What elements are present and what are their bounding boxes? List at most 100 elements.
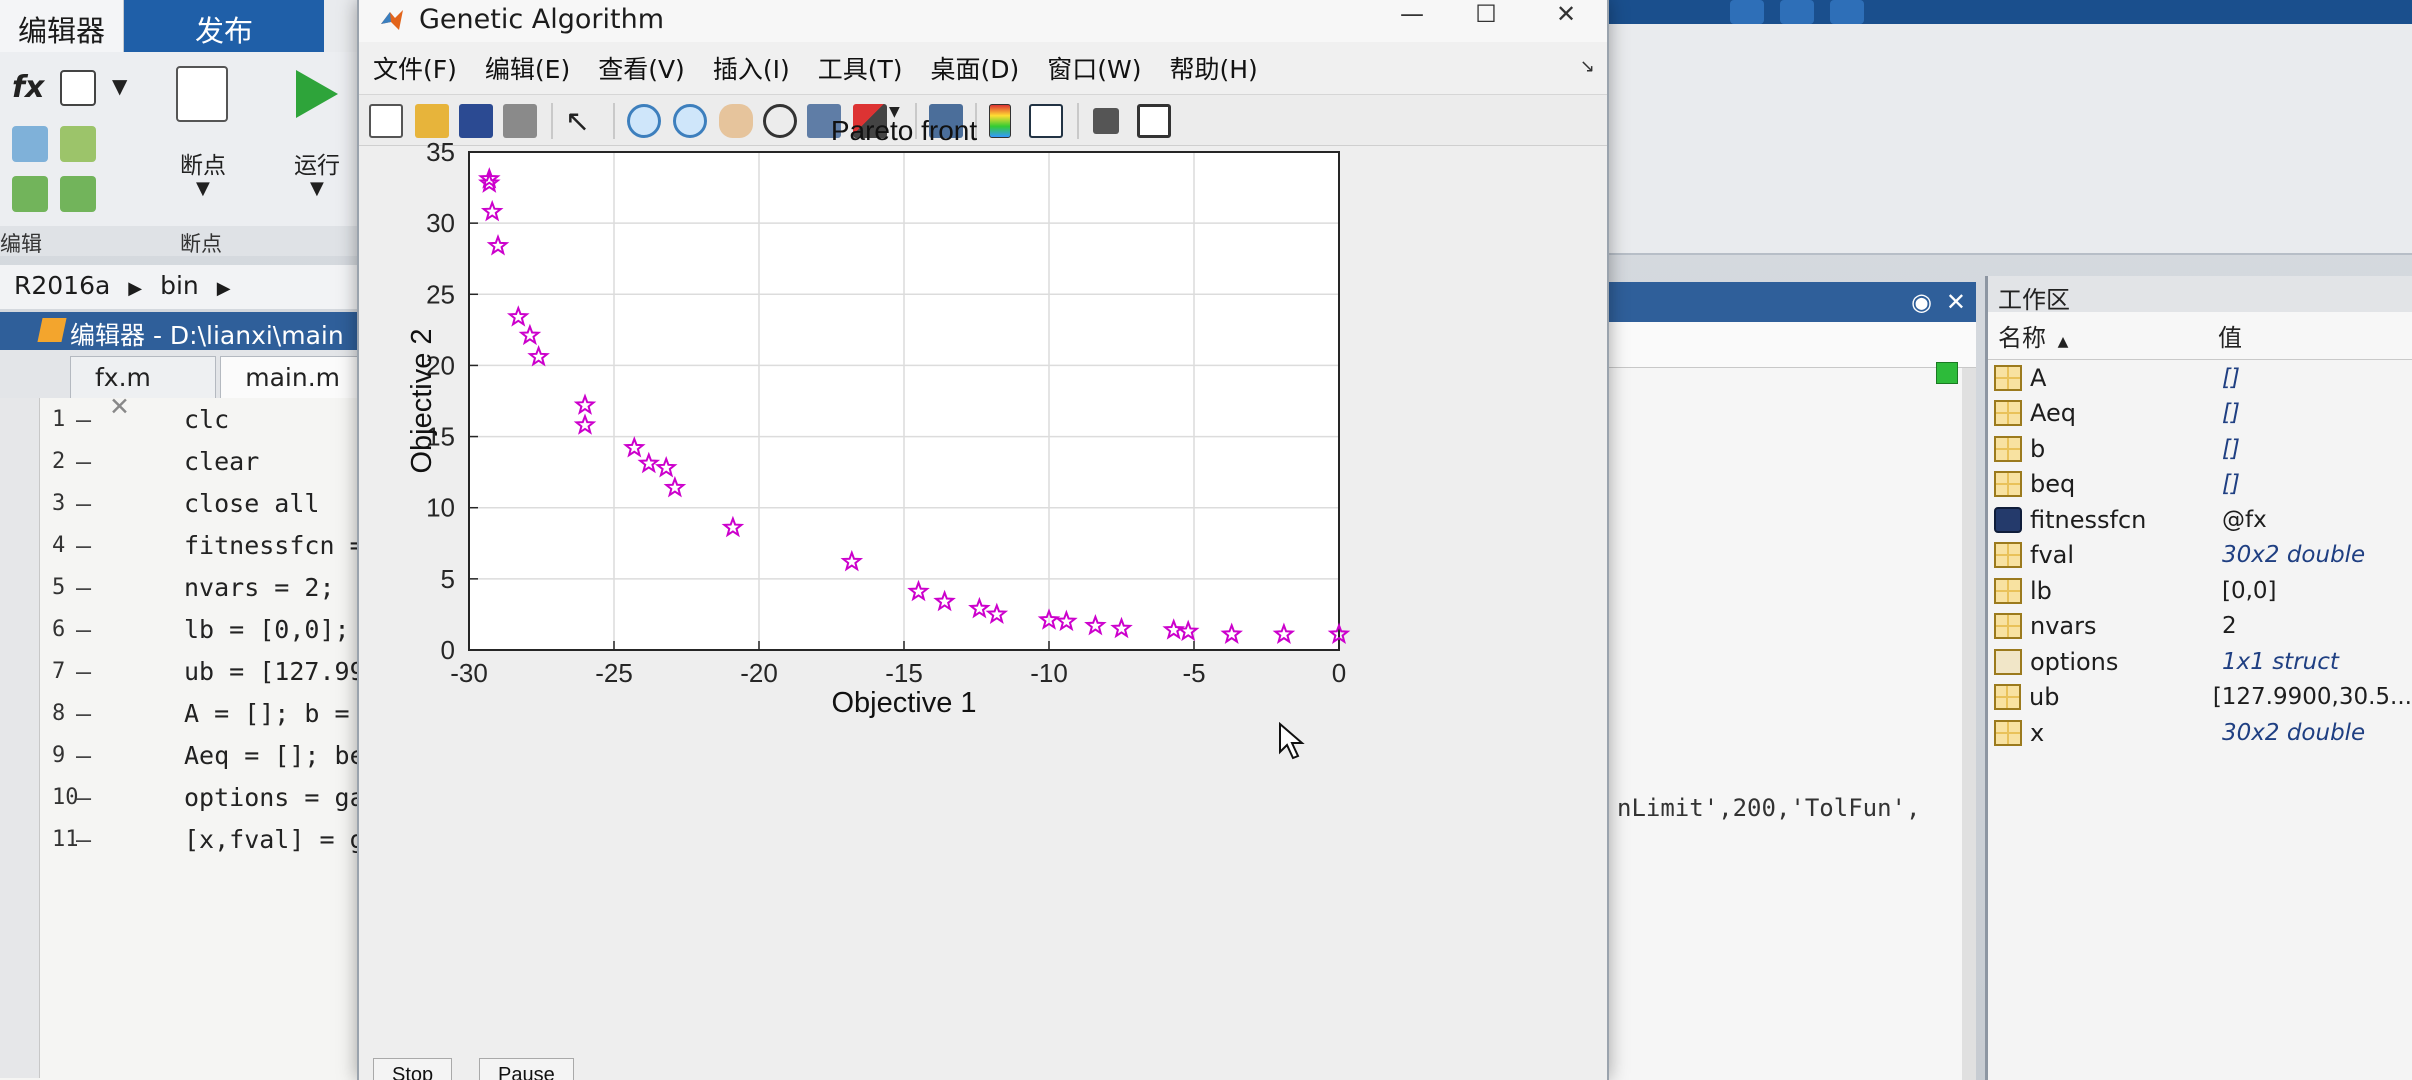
hide-plot-tools-icon[interactable] <box>1093 108 1119 134</box>
workspace-row[interactable]: lb [0,0] <box>1988 573 2412 609</box>
breakpoint-marker[interactable]: — <box>76 740 92 770</box>
breakpoint-marker[interactable]: — <box>76 614 92 644</box>
colorbar-icon[interactable] <box>989 104 1011 138</box>
legend-icon[interactable] <box>1029 104 1063 138</box>
insert-function-icon[interactable]: fx <box>12 70 45 105</box>
code-text[interactable]: [x,fval] = g <box>184 824 365 854</box>
code-line[interactable]: 3 — close all <box>0 482 369 524</box>
code-line[interactable]: 1 — clc <box>0 398 369 440</box>
maximize-icon[interactable]: ☐ <box>1475 0 1497 28</box>
save-icon[interactable] <box>459 104 493 138</box>
scrollbar[interactable] <box>1962 368 1976 1080</box>
command-window-titlebar[interactable]: ◉ ✕ <box>1609 282 1976 322</box>
workspace-row[interactable]: Aeq [] <box>1988 396 2412 432</box>
code-line[interactable]: 9 — Aeq = []; be <box>0 734 369 776</box>
run-icon[interactable] <box>296 70 338 118</box>
stop-button[interactable]: Stop <box>373 1058 453 1080</box>
code-text[interactable]: options = ga <box>184 782 365 812</box>
breakpoint-marker[interactable]: — <box>76 782 92 812</box>
menu-item[interactable]: 工具(T) <box>817 55 903 84</box>
workspace-row[interactable]: x 30x2 double <box>1988 715 2412 751</box>
code-text[interactable]: A = []; b = <box>184 698 350 728</box>
dropdown-arrow-icon[interactable]: ▼ <box>112 74 128 98</box>
function-browser-icon[interactable] <box>60 70 96 106</box>
pause-button[interactable]: Pause <box>479 1058 574 1080</box>
code-text[interactable]: close all <box>184 488 320 518</box>
code-text[interactable]: fitnessfcn = <box>184 530 365 560</box>
chevron-right-icon[interactable]: ▶ <box>216 278 231 299</box>
figure-titlebar[interactable]: Genetic Algorithm — ☐ ✕ <box>359 0 1607 42</box>
comment-icon[interactable] <box>12 126 48 162</box>
breakpoint-marker[interactable]: — <box>76 404 92 434</box>
code-line[interactable]: 5 — nvars = 2; <box>0 566 369 608</box>
link-plot-icon[interactable] <box>929 104 963 138</box>
breakpoint-marker[interactable]: — <box>76 698 92 728</box>
breadcrumb-item[interactable]: R2016a <box>14 271 111 300</box>
tab-main-m[interactable]: main.m <box>220 356 365 398</box>
quick-access-icon[interactable] <box>1830 0 1864 24</box>
menu-item[interactable]: 帮助(H) <box>1169 55 1258 84</box>
brush-icon[interactable] <box>853 104 887 138</box>
code-line[interactable]: 8 — A = []; b = <box>0 692 369 734</box>
code-area[interactable]: 1 — clc 2 — clear 3 — close all 4 — fitnessfcn = 5 — n… <box>0 398 369 860</box>
workspace-row[interactable]: nvars 2 <box>1988 609 2412 645</box>
data-cursor-icon[interactable] <box>807 104 841 138</box>
run-label[interactable]: 运行 <box>294 153 340 179</box>
editor-titlebar[interactable]: 编辑器 - D:\lianxi\main <box>0 312 369 350</box>
breakpoints-dropdown-icon[interactable]: ▼ <box>196 178 210 199</box>
code-text[interactable]: clc <box>184 404 230 434</box>
pan-hand-icon[interactable] <box>719 104 753 138</box>
brush-dropdown-icon[interactable]: ▼ <box>889 104 900 120</box>
tab-editor[interactable]: 编辑器 <box>0 0 125 52</box>
dropdown-circle-icon[interactable]: ◉ <box>1911 288 1932 316</box>
code-line[interactable]: 2 — clear <box>0 440 369 482</box>
new-figure-icon[interactable] <box>369 104 403 138</box>
breakpoint-marker[interactable]: — <box>76 656 92 686</box>
breakpoints-icon[interactable] <box>176 66 228 122</box>
close-icon[interactable]: ✕ <box>1555 0 1577 28</box>
workspace-row[interactable]: A [] <box>1988 360 2412 396</box>
quick-access-icon[interactable] <box>1730 0 1764 24</box>
close-icon[interactable]: ✕ <box>109 392 130 421</box>
open-folder-icon[interactable] <box>415 104 449 138</box>
breadcrumb-item[interactable]: bin <box>160 271 199 300</box>
print-icon[interactable] <box>503 104 537 138</box>
breakpoint-marker[interactable]: — <box>76 446 92 476</box>
breakpoints-label[interactable]: 断点 <box>180 153 226 179</box>
tab-fx-m[interactable]: fx.m ✕ <box>70 356 217 421</box>
code-line[interactable]: 7 — ub = [127.99 <box>0 650 369 692</box>
column-header-value[interactable]: 值 <box>2218 324 2242 352</box>
workspace-row[interactable]: fitnessfcn @fx <box>1988 502 2412 538</box>
editor-gutter[interactable] <box>0 398 40 1078</box>
zoom-in-icon[interactable] <box>627 104 661 138</box>
menu-item[interactable]: 文件(F) <box>373 55 457 84</box>
uncomment-icon[interactable] <box>60 126 96 162</box>
breakpoint-marker[interactable]: — <box>76 824 92 854</box>
menu-item[interactable]: 窗口(W) <box>1047 55 1142 84</box>
minimize-icon[interactable]: — <box>1400 0 1424 28</box>
menu-item[interactable]: 桌面(D) <box>930 55 1020 84</box>
code-text[interactable]: clear <box>184 446 260 476</box>
outdent-icon[interactable] <box>60 176 96 212</box>
workspace-row[interactable]: fval 30x2 double <box>1988 538 2412 574</box>
dock-arrow-icon[interactable]: ↘ <box>1579 56 1595 77</box>
pointer-icon[interactable]: ↖ <box>565 104 591 139</box>
menu-item[interactable]: 插入(I) <box>712 55 790 84</box>
code-line[interactable]: 11— [x,fval] = g <box>0 818 369 860</box>
save-icon[interactable] <box>1780 0 1814 24</box>
zoom-out-icon[interactable] <box>673 104 707 138</box>
code-text[interactable]: ub = [127.99 <box>184 656 365 686</box>
column-header-name[interactable]: 名称 ▲ <box>1988 318 2218 353</box>
close-icon[interactable]: ✕ <box>1945 288 1966 316</box>
code-text[interactable]: Aeq = []; be <box>184 740 365 770</box>
workspace-row[interactable]: options 1x1 struct <box>1988 644 2412 680</box>
code-line[interactable]: 10— options = ga <box>0 776 369 818</box>
pareto-chart[interactable]: -30 -25 -20 -15 -10 -5 0 0 5 10 15 20 25 30 35 Pareto f… <box>359 115 1607 1080</box>
code-line[interactable]: 6 — lb = [0,0]; <box>0 608 369 650</box>
code-text[interactable]: nvars = 2; <box>184 572 335 602</box>
menu-item[interactable]: 查看(V) <box>598 55 685 84</box>
run-dropdown-icon[interactable]: ▼ <box>310 178 324 199</box>
breakpoint-marker[interactable]: — <box>76 488 92 518</box>
indent-icon[interactable] <box>12 176 48 212</box>
show-plot-tools-icon[interactable] <box>1137 104 1171 138</box>
